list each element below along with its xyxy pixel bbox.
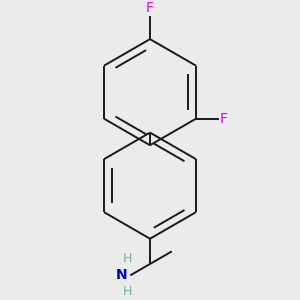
Text: F: F xyxy=(146,1,154,15)
Text: H: H xyxy=(122,286,132,298)
Text: H: H xyxy=(122,252,132,265)
Text: N: N xyxy=(116,268,127,282)
Text: F: F xyxy=(220,112,228,126)
